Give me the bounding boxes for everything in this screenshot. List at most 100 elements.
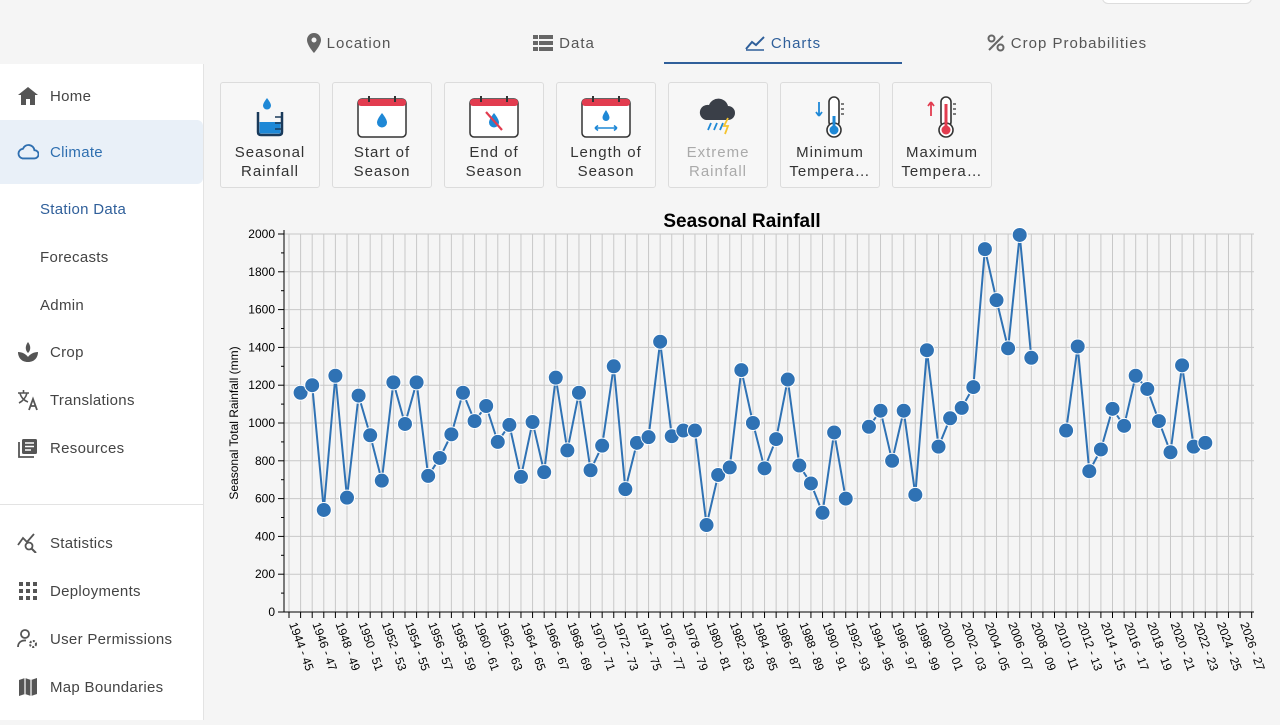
data-point [362, 427, 379, 444]
data-point [385, 374, 402, 391]
top-right-control[interactable] [1102, 0, 1252, 4]
data-point [1150, 413, 1167, 430]
calendar-drop-icon [357, 95, 407, 139]
data-point [373, 472, 390, 489]
chart-title: Seasonal Rainfall [663, 211, 820, 232]
data-point [524, 414, 541, 431]
data-point [640, 429, 657, 446]
data-point [988, 292, 1005, 309]
data-point [547, 369, 564, 386]
data-point [779, 371, 796, 388]
sidebar-item-home[interactable]: Home [0, 72, 203, 120]
data-point [1116, 417, 1133, 434]
sidebar-item-resources[interactable]: Resources [0, 424, 203, 472]
data-point [1023, 349, 1040, 366]
sidebar-item-user-permissions[interactable]: User Permissions [0, 615, 203, 663]
data-point [698, 517, 715, 534]
data-point [1174, 357, 1191, 374]
data-point [1069, 338, 1086, 355]
card-end-of-season[interactable]: End of Season [444, 82, 544, 188]
translate-icon [17, 389, 39, 411]
sidebar-item-map-boundaries[interactable]: Map Boundaries [0, 663, 203, 711]
data-point [408, 374, 425, 391]
data-point [1127, 367, 1144, 384]
data-point [930, 438, 947, 455]
data-point [872, 402, 889, 419]
card-start-of-season[interactable]: Start of Season [332, 82, 432, 188]
data-point [443, 426, 460, 443]
sidebar-item-label: Crop [50, 343, 84, 361]
location-pin-icon [306, 33, 321, 53]
data-point [327, 367, 344, 384]
data-point [1104, 400, 1121, 417]
data-point [895, 402, 912, 419]
y-tick-label: 0 [268, 605, 275, 619]
data-point [536, 464, 553, 481]
sidebar-subitem-station-data[interactable]: Station Data [40, 201, 127, 218]
storm-cloud-icon [698, 95, 738, 139]
chart-type-cards: Seasonal Rainfall Start of Season End of… [220, 82, 992, 188]
sidebar-item-crop[interactable]: Crop [0, 328, 203, 376]
y-tick-label: 600 [255, 492, 275, 506]
sidebar-item-deployments[interactable]: Deployments [0, 567, 203, 615]
sidebar-item-label: Translations [50, 391, 135, 409]
sidebar-item-label: Statistics [50, 534, 114, 552]
cloud-icon [17, 141, 39, 163]
data-point [953, 399, 970, 416]
card-label: Minimum Tempera… [789, 144, 871, 180]
tab-data[interactable]: Data [464, 22, 664, 64]
sidebar-item-label: Home [50, 87, 92, 105]
sidebar-item-label: User Permissions [50, 630, 173, 648]
data-point [976, 241, 993, 258]
data-point [686, 422, 703, 439]
thermometer-max-icon [925, 95, 959, 139]
y-tick-label: 1200 [248, 378, 275, 392]
card-minimum-temperature[interactable]: Minimum Tempera… [780, 82, 880, 188]
data-point [350, 387, 367, 404]
card-maximum-temperature[interactable]: Maximum Tempera… [892, 82, 992, 188]
sidebar: Home Climate Station Data Forecasts Admi… [0, 64, 204, 720]
sidebar-subitem-admin[interactable]: Admin [40, 297, 85, 314]
data-point [315, 501, 332, 518]
sidebar-item-translations[interactable]: Translations [0, 376, 203, 424]
query-stats-icon [17, 532, 39, 554]
data-point [733, 362, 750, 379]
y-tick-label: 200 [255, 567, 275, 581]
card-seasonal-rainfall[interactable]: Seasonal Rainfall [220, 82, 320, 188]
card-label: Start of Season [353, 144, 411, 180]
y-tick-label: 1600 [248, 303, 275, 317]
tab-label: Charts [770, 34, 822, 52]
sidebar-item-climate[interactable]: Climate [0, 120, 203, 184]
card-label: Seasonal Rainfall [234, 144, 306, 180]
tab-label: Crop Probabilities [1010, 34, 1148, 52]
data-point [802, 475, 819, 492]
line-chart-icon [745, 35, 765, 51]
data-point [501, 416, 518, 433]
tab-charts[interactable]: Charts [664, 22, 902, 64]
data-point [1197, 434, 1214, 451]
y-tick-label: 2000 [248, 227, 275, 241]
data-point [454, 384, 471, 401]
tab-location[interactable]: Location [234, 22, 464, 64]
sidebar-item-label: Climate [50, 143, 103, 161]
data-point [791, 457, 808, 474]
seasonal-rainfall-icon [255, 95, 285, 139]
tab-crop-probabilities[interactable]: Crop Probabilities [902, 22, 1232, 64]
data-point [710, 466, 727, 483]
sidebar-subitem-forecasts[interactable]: Forecasts [40, 249, 109, 266]
data-point [431, 449, 448, 466]
tab-label: Data [559, 34, 595, 52]
data-point [512, 468, 529, 485]
y-tick-label: 400 [255, 529, 275, 543]
data-point [304, 377, 321, 394]
data-point [1058, 422, 1075, 439]
data-point [1139, 380, 1156, 397]
data-point [570, 384, 587, 401]
data-point [756, 460, 773, 477]
sidebar-item-statistics[interactable]: Statistics [0, 519, 203, 567]
tab-label: Location [326, 34, 392, 52]
card-length-of-season[interactable]: Length of Season [556, 82, 656, 188]
data-point [466, 413, 483, 430]
sidebar-item-label: Map Boundaries [50, 678, 164, 696]
home-icon [17, 85, 39, 107]
